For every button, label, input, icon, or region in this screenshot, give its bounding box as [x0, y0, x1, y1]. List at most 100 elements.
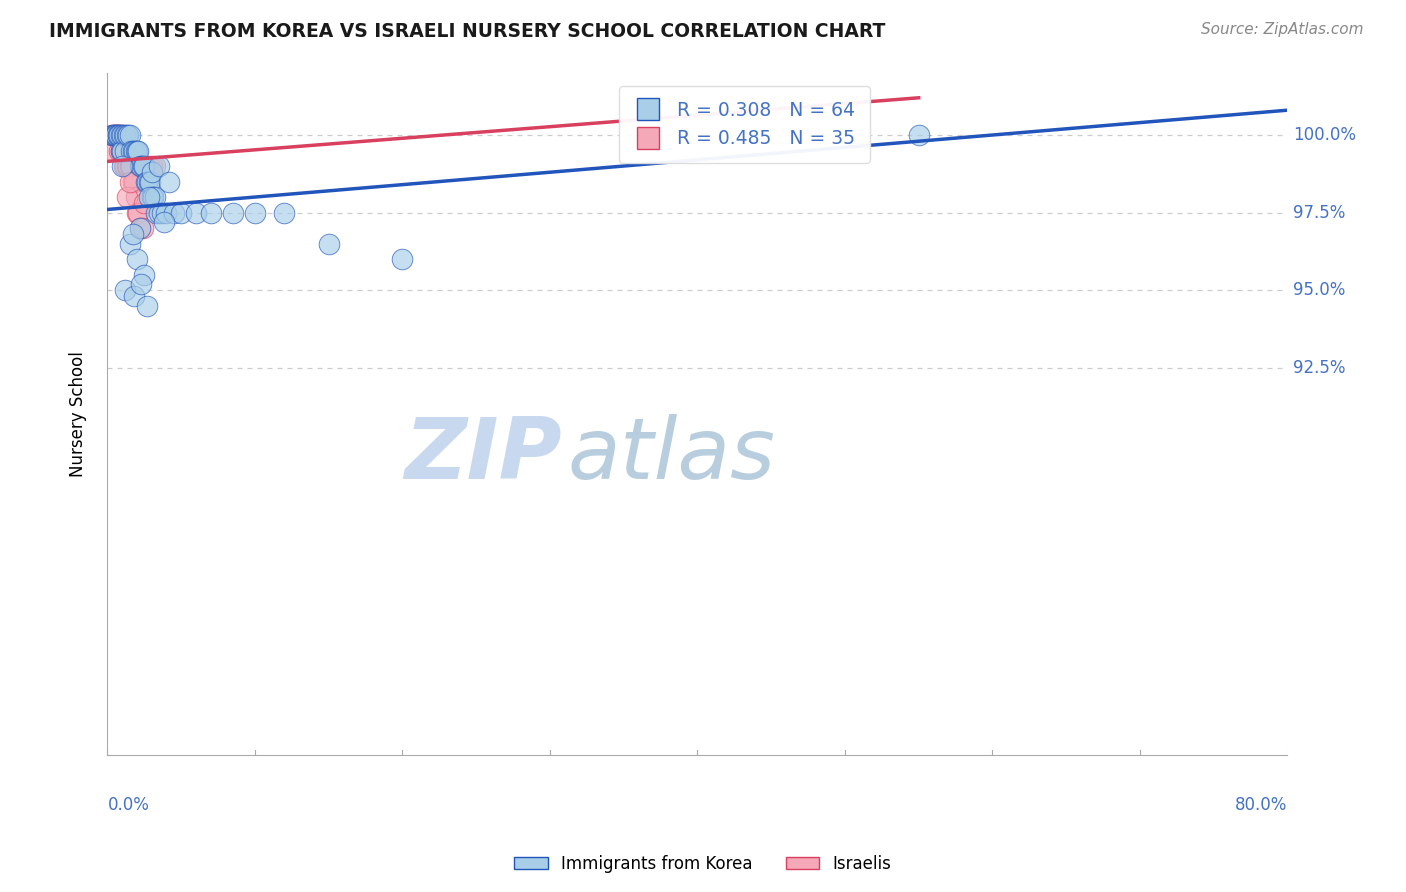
Point: [111, 144, 134, 158]
Point: [117, 159, 139, 173]
Text: Nursery School: Nursery School: [69, 351, 87, 477]
Point: [127, 144, 149, 158]
Point: [138, 159, 160, 173]
Point: [141, 159, 163, 173]
Point: [101, 128, 124, 142]
Text: ZIP: ZIP: [404, 414, 562, 497]
Point: [273, 205, 295, 219]
Point: [155, 205, 177, 219]
Point: [134, 196, 156, 211]
Point: [122, 144, 145, 158]
Point: [136, 299, 159, 313]
Point: [115, 190, 138, 204]
Point: [148, 159, 170, 173]
Point: [159, 175, 181, 189]
Point: [141, 165, 163, 179]
Legend: R = 0.308   N = 64, R = 0.485   N = 35: R = 0.308 N = 64, R = 0.485 N = 35: [619, 86, 870, 163]
Point: [112, 128, 135, 142]
Point: [107, 128, 129, 142]
Point: [111, 159, 134, 173]
Point: [114, 283, 136, 297]
Point: [104, 128, 127, 142]
Point: [163, 205, 186, 219]
Point: [115, 159, 138, 173]
Point: [184, 205, 207, 219]
Point: [100, 144, 122, 158]
Point: [134, 268, 156, 282]
Point: [103, 128, 125, 142]
Point: [104, 128, 127, 142]
Point: [150, 205, 173, 219]
Point: [124, 144, 146, 158]
Point: [132, 221, 155, 235]
Point: [131, 159, 153, 173]
Point: [104, 128, 127, 142]
Point: [124, 190, 146, 204]
Point: [127, 205, 149, 219]
Point: [222, 205, 245, 219]
Point: [114, 144, 136, 158]
Text: Source: ZipAtlas.com: Source: ZipAtlas.com: [1201, 22, 1364, 37]
Point: [111, 128, 134, 142]
Point: [121, 227, 143, 242]
Point: [114, 159, 136, 173]
Point: [131, 277, 153, 291]
Point: [122, 289, 145, 303]
Point: [907, 128, 929, 142]
Point: [120, 159, 142, 173]
Point: [141, 190, 163, 204]
Point: [120, 144, 142, 158]
Point: [107, 128, 129, 142]
Legend: Immigrants from Korea, Israelis: Immigrants from Korea, Israelis: [508, 848, 898, 880]
Point: [101, 128, 124, 142]
Point: [110, 144, 132, 158]
Point: [117, 128, 139, 142]
Point: [111, 144, 134, 158]
Point: [152, 215, 174, 229]
Text: 80.0%: 80.0%: [1234, 797, 1288, 814]
Point: [134, 159, 156, 173]
Point: [118, 159, 141, 173]
Point: [118, 175, 141, 189]
Point: [112, 159, 135, 173]
Point: [138, 175, 160, 189]
Point: [107, 128, 129, 142]
Point: [105, 128, 128, 142]
Point: [391, 252, 413, 266]
Point: [110, 128, 132, 142]
Point: [110, 144, 132, 158]
Point: [108, 144, 131, 158]
Point: [125, 144, 148, 158]
Point: [105, 128, 128, 142]
Point: [148, 205, 170, 219]
Point: [132, 159, 155, 173]
Point: [104, 128, 127, 142]
Point: [122, 175, 145, 189]
Point: [142, 190, 165, 204]
Point: [143, 159, 166, 173]
Point: [170, 205, 193, 219]
Point: [318, 236, 340, 251]
Point: [118, 128, 141, 142]
Point: [129, 221, 152, 235]
Point: [107, 128, 129, 142]
Point: [145, 205, 167, 219]
Text: IMMIGRANTS FROM KOREA VS ISRAELI NURSERY SCHOOL CORRELATION CHART: IMMIGRANTS FROM KOREA VS ISRAELI NURSERY…: [49, 22, 886, 41]
Point: [139, 175, 162, 189]
Point: [111, 128, 134, 142]
Point: [115, 128, 138, 142]
Point: [125, 205, 148, 219]
Point: [112, 144, 135, 158]
Point: [114, 128, 136, 142]
Point: [243, 205, 266, 219]
Point: [108, 128, 131, 142]
Point: [129, 159, 152, 173]
Point: [138, 190, 160, 204]
Point: [118, 236, 141, 251]
Text: 97.5%: 97.5%: [1294, 203, 1346, 221]
Text: atlas: atlas: [568, 414, 776, 497]
Text: 92.5%: 92.5%: [1294, 359, 1346, 376]
Point: [103, 128, 125, 142]
Point: [135, 159, 157, 173]
Text: 0.0%: 0.0%: [107, 797, 149, 814]
